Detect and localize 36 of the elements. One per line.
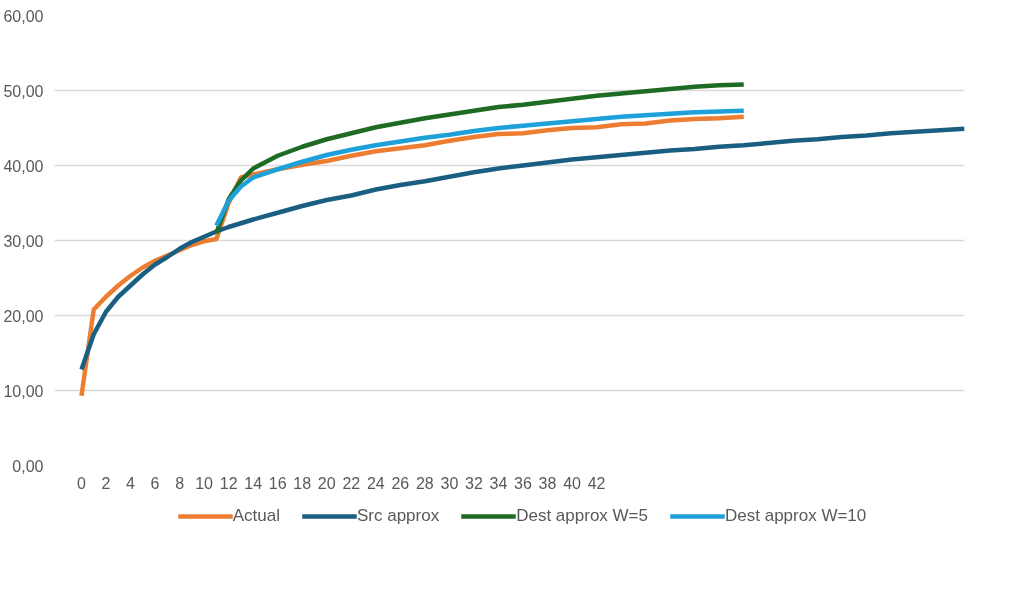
- y-tick-label: 60,00: [3, 7, 44, 25]
- line-series: [79, 126, 965, 372]
- y-tick-label: 30,00: [3, 232, 44, 250]
- x-tick-label: 14: [244, 474, 263, 492]
- x-tick-label: 22: [342, 474, 361, 492]
- x-tick-label: 18: [293, 474, 312, 492]
- x-tick-label: 4: [126, 474, 136, 492]
- legend-label: Dest approx W=10: [725, 506, 867, 526]
- x-tick-label: 20: [317, 474, 336, 492]
- x-tick-label: 40: [563, 474, 582, 492]
- x-tick-label: 12: [219, 474, 238, 492]
- x-tick-label: 6: [150, 474, 160, 492]
- x-tick-label: 2: [101, 474, 111, 492]
- y-tick-label: 0,00: [12, 457, 44, 475]
- y-tick-label: 20,00: [3, 307, 44, 325]
- line-series: [214, 82, 746, 236]
- x-tick-label: 36: [514, 474, 532, 492]
- x-tick-label: 24: [366, 474, 385, 492]
- y-tick-label: 10,00: [3, 382, 44, 400]
- y-tick-label: 50,00: [3, 82, 44, 100]
- x-tick-label: 38: [538, 474, 557, 492]
- y-tick-label: 40,00: [3, 157, 44, 175]
- x-tick-label: 42: [587, 474, 606, 492]
- legend-label: Dest approx W=5: [516, 506, 648, 526]
- x-tick-label: 32: [465, 474, 483, 492]
- line-series: [214, 108, 746, 228]
- x-tick-label: 10: [195, 474, 214, 492]
- x-tick-label: 0: [77, 474, 87, 492]
- legend-label: Src approx: [356, 506, 440, 526]
- x-tick-label: 30: [440, 474, 459, 492]
- legend-label: Actual: [232, 506, 280, 526]
- x-tick-label: 26: [391, 474, 410, 492]
- x-tick-label: 34: [489, 474, 508, 492]
- x-tick-label: 8: [175, 474, 185, 492]
- x-tick-label: 28: [415, 474, 434, 492]
- x-tick-label: 16: [268, 474, 287, 492]
